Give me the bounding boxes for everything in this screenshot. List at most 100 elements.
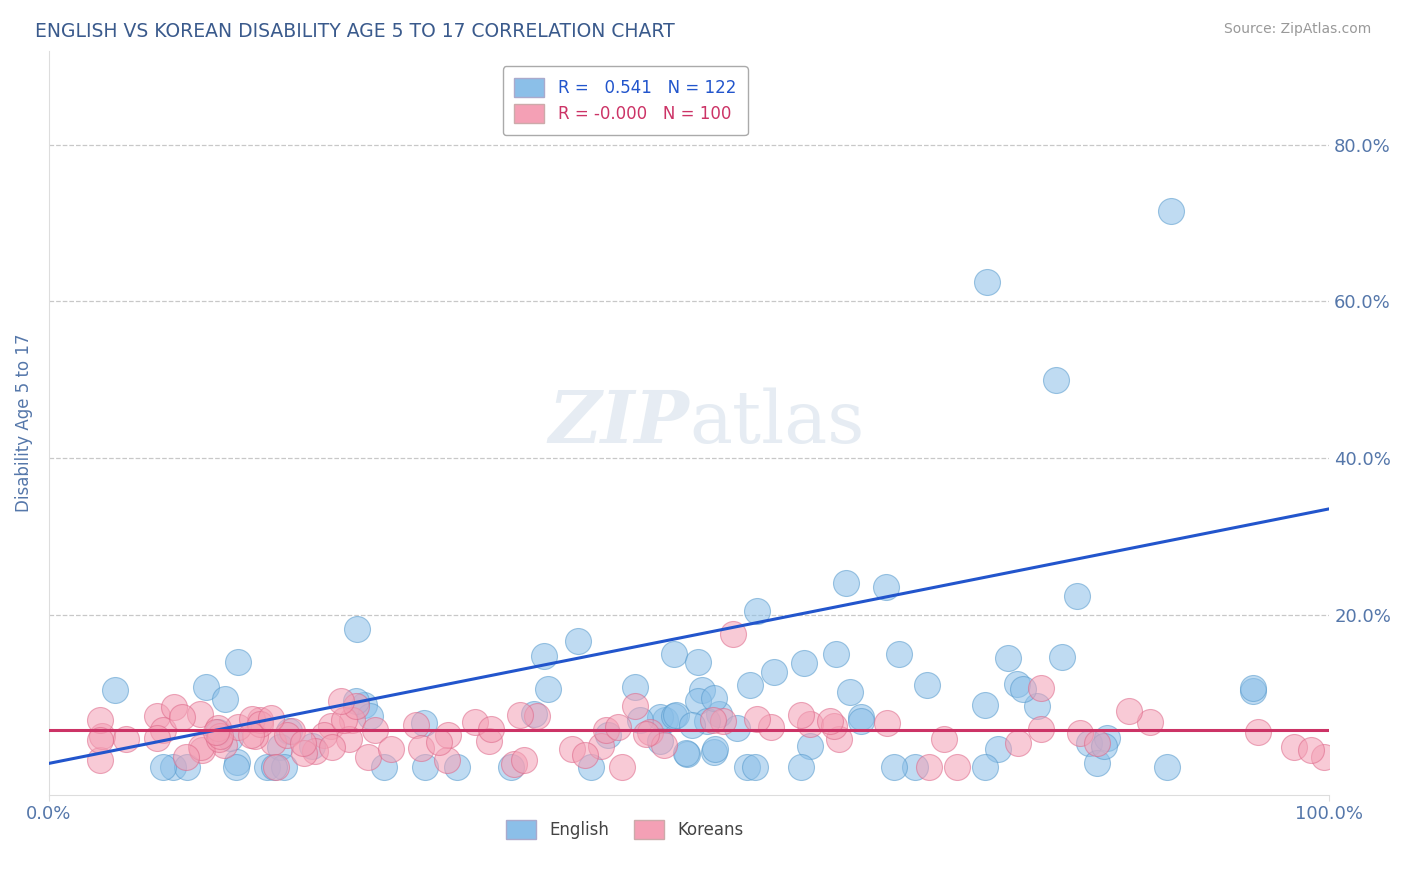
Point (253, 715, 276, 730)
Point (575, 373, 598, 387)
Point (318, 760, 340, 774)
Point (370, 746, 392, 760)
Point (770, 602, 793, 616)
Point (520, 760, 543, 774)
Point (398, 721, 420, 735)
Point (131, 729, 153, 743)
Point (344, 713, 367, 727)
Point (786, 721, 808, 735)
Point (377, 693, 399, 707)
Point (1021, 704, 1043, 718)
Point (385, 745, 408, 759)
Point (598, 756, 620, 771)
Point (1234, 663, 1257, 677)
Point (179, 694, 201, 708)
Point (941, 749, 963, 764)
Point (191, 698, 214, 712)
Point (325, 723, 347, 737)
Point (207, 741, 229, 756)
Point (225, 760, 247, 774)
Point (322, 739, 344, 753)
Point (356, 734, 378, 748)
Point (260, 734, 283, 748)
Point (145, 739, 167, 754)
Point (194, 749, 217, 764)
Point (149, 724, 172, 739)
Point (579, 650, 602, 665)
Point (513, 732, 536, 747)
Point (120, 760, 142, 774)
Point (117, 731, 139, 745)
Point (419, 665, 441, 680)
Point (873, 659, 896, 673)
Point (280, 753, 302, 767)
Point (817, 680, 839, 694)
Point (134, 713, 156, 727)
Point (588, 589, 610, 603)
Point (1033, 590, 1056, 604)
Point (381, 714, 404, 728)
Point (371, 747, 394, 761)
Point (707, 739, 730, 754)
Point (409, 712, 432, 726)
Point (187, 622, 209, 636)
Point (1126, 678, 1149, 692)
Point (1109, 659, 1132, 673)
Point (359, 713, 381, 727)
Point (187, 698, 209, 713)
Point (141, 760, 163, 774)
Point (335, 760, 357, 774)
Text: atlas: atlas (689, 387, 865, 458)
Legend: English, Koreans: English, Koreans (499, 814, 751, 846)
Point (377, 656, 399, 670)
Point (685, 683, 707, 698)
Point (1147, 625, 1170, 640)
Point (598, 736, 620, 750)
Point (165, 744, 187, 758)
Point (187, 694, 209, 708)
Point (314, 747, 336, 762)
Point (1240, 682, 1263, 697)
Point (342, 698, 364, 713)
Point (391, 714, 413, 728)
Point (396, 627, 419, 641)
Point (121, 655, 143, 669)
Point (152, 723, 174, 738)
Point (385, 691, 408, 706)
Point (1150, 655, 1173, 669)
Point (219, 717, 242, 731)
Point (378, 682, 401, 697)
Point (373, 718, 395, 732)
Point (602, 739, 624, 753)
Point (114, 739, 136, 753)
Point (439, 717, 461, 731)
Point (100, 740, 122, 755)
Text: ENGLISH VS KOREAN DISABILITY AGE 5 TO 17 CORRELATION CHART: ENGLISH VS KOREAN DISABILITY AGE 5 TO 17… (35, 22, 675, 41)
Point (262, 722, 284, 736)
Point (169, 728, 191, 742)
Point (482, 716, 505, 731)
Point (363, 648, 385, 662)
Point (409, 760, 432, 774)
Point (717, 743, 740, 757)
Point (536, 760, 558, 774)
Point (141, 734, 163, 748)
Point (467, 710, 489, 724)
Point (222, 741, 245, 756)
Point (134, 717, 156, 731)
Point (309, 634, 332, 648)
Point (76, 709, 98, 723)
Point (307, 742, 329, 756)
Point (557, 681, 579, 696)
Point (503, 678, 526, 692)
Point (110, 725, 132, 739)
Y-axis label: Disability Age 5 to 17: Disability Age 5 to 17 (15, 334, 32, 512)
Point (915, 708, 938, 723)
Point (350, 725, 373, 739)
Point (505, 760, 527, 774)
Point (157, 736, 180, 750)
Point (537, 275, 560, 289)
Point (108, 724, 131, 739)
Point (93, 760, 115, 774)
Point (872, 745, 894, 759)
